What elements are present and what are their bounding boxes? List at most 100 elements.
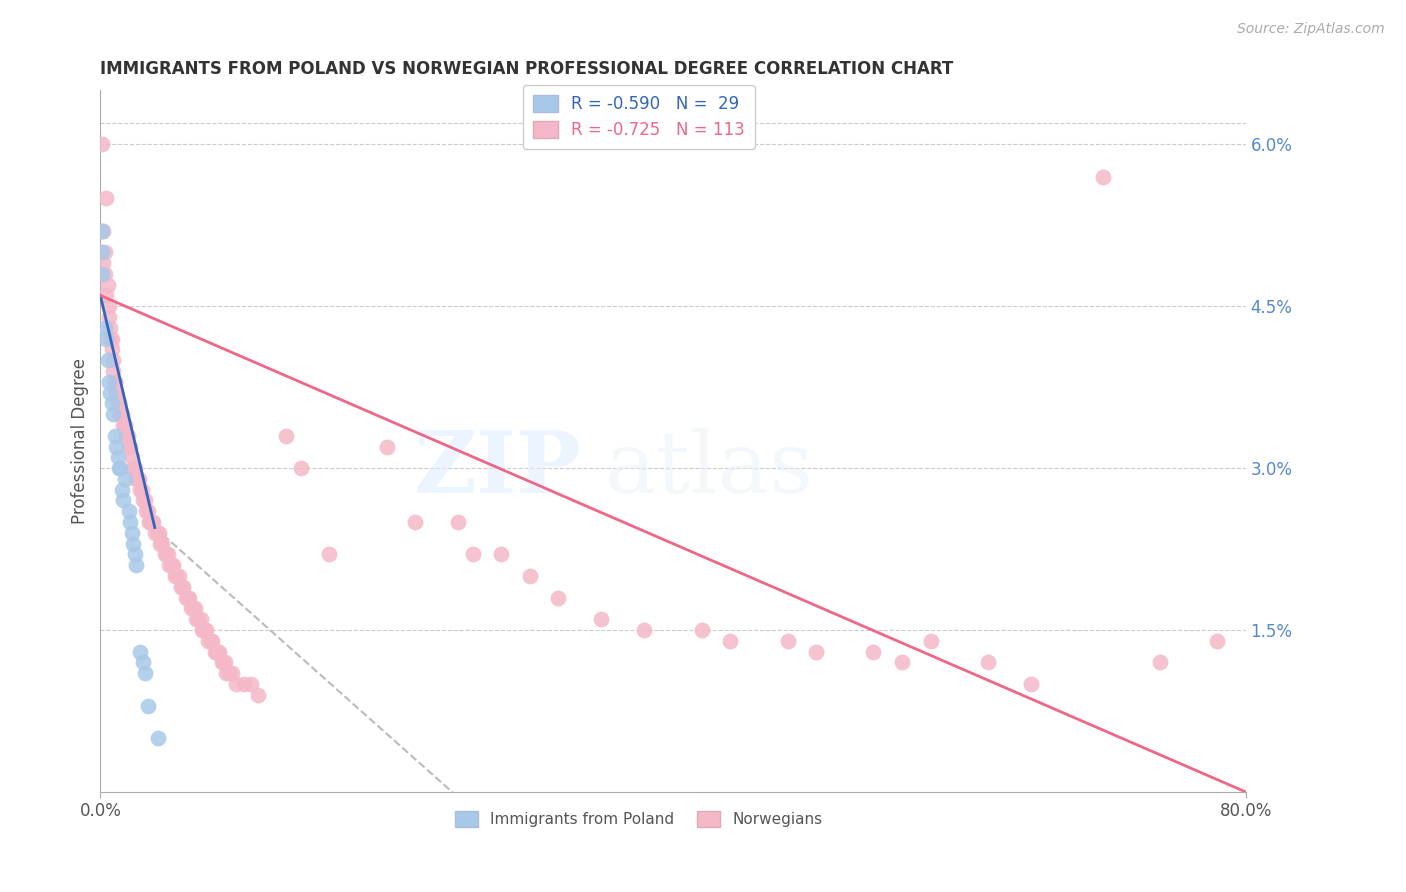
Point [232, 677, 254, 691]
Point [101, 396, 124, 410]
Point [121, 525, 143, 540]
Point [114, 417, 136, 432]
Point [170, 580, 193, 594]
Point [176, 591, 198, 605]
Point [1149, 656, 1171, 670]
Point [100, 385, 122, 400]
Point [120, 440, 142, 454]
Point [200, 633, 222, 648]
Point [96, 277, 118, 292]
Point [404, 515, 426, 529]
Point [690, 623, 713, 637]
Point [489, 548, 512, 562]
Point [124, 461, 146, 475]
Point [447, 515, 470, 529]
Point [169, 580, 191, 594]
Point [149, 536, 172, 550]
Point [90, 137, 112, 152]
Point [461, 548, 484, 562]
Legend: Immigrants from Poland, Norwegians: Immigrants from Poland, Norwegians [449, 805, 828, 833]
Point [110, 407, 132, 421]
Point [105, 440, 128, 454]
Point [160, 558, 183, 573]
Point [191, 623, 214, 637]
Point [97, 310, 120, 324]
Text: ZIP: ZIP [413, 427, 582, 511]
Point [290, 461, 312, 475]
Point [135, 504, 157, 518]
Point [157, 558, 180, 573]
Point [547, 591, 569, 605]
Point [108, 461, 131, 475]
Point [131, 483, 153, 497]
Point [97, 375, 120, 389]
Point [134, 493, 156, 508]
Point [633, 623, 655, 637]
Point [139, 515, 162, 529]
Point [104, 428, 127, 442]
Point [105, 385, 128, 400]
Point [318, 548, 340, 562]
Point [134, 666, 156, 681]
Point [90, 245, 112, 260]
Point [103, 353, 125, 368]
Point [112, 493, 135, 508]
Point [96, 353, 118, 368]
Point [1019, 677, 1042, 691]
Point [718, 633, 741, 648]
Point [103, 407, 125, 421]
Point [115, 428, 138, 442]
Point [132, 656, 155, 670]
Point [148, 525, 170, 540]
Point [104, 375, 127, 389]
Point [187, 612, 209, 626]
Point [97, 299, 120, 313]
Point [90, 224, 112, 238]
Point [519, 569, 541, 583]
Point [218, 666, 240, 681]
Point [920, 633, 942, 648]
Point [127, 472, 149, 486]
Point [197, 633, 219, 648]
Point [93, 267, 115, 281]
Point [103, 364, 125, 378]
Text: IMMIGRANTS FROM POLAND VS NORWEGIAN PROFESSIONAL DEGREE CORRELATION CHART: IMMIGRANTS FROM POLAND VS NORWEGIAN PROF… [100, 60, 953, 78]
Point [239, 677, 262, 691]
Point [776, 633, 799, 648]
Point [91, 256, 114, 270]
Point [375, 440, 398, 454]
Point [105, 385, 128, 400]
Point [125, 472, 148, 486]
Point [1206, 633, 1229, 648]
Point [215, 666, 238, 681]
Point [100, 320, 122, 334]
Point [184, 601, 207, 615]
Point [591, 612, 613, 626]
Point [179, 591, 201, 605]
Point [172, 580, 194, 594]
Point [1091, 169, 1114, 184]
Point [136, 698, 159, 713]
Point [183, 601, 205, 615]
Point [165, 569, 187, 583]
Point [101, 332, 124, 346]
Point [112, 417, 135, 432]
Point [207, 645, 229, 659]
Point [142, 515, 165, 529]
Point [225, 677, 247, 691]
Point [111, 483, 134, 497]
Point [221, 666, 243, 681]
Point [167, 569, 190, 583]
Point [118, 440, 141, 454]
Point [110, 461, 132, 475]
Point [122, 536, 145, 550]
Point [205, 645, 228, 659]
Point [208, 645, 231, 659]
Point [121, 450, 143, 465]
Point [214, 656, 236, 670]
Point [94, 191, 117, 205]
Point [111, 407, 134, 421]
Point [193, 623, 215, 637]
Point [129, 645, 152, 659]
Point [146, 525, 169, 540]
